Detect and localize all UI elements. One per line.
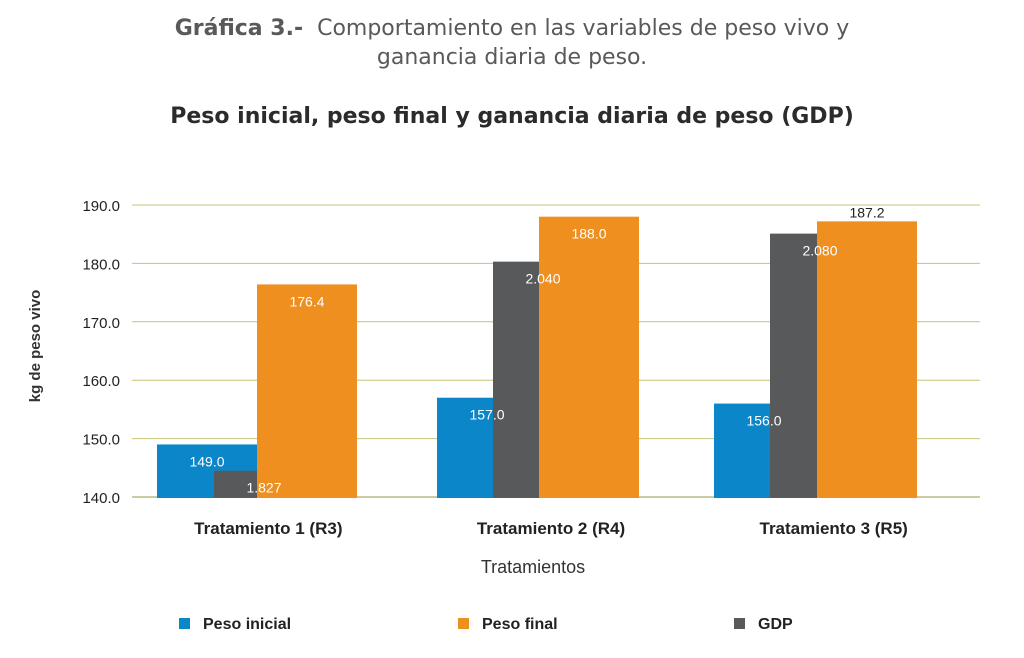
- data-label: 149.0: [189, 453, 224, 469]
- x-category-label: Tratamiento 1 (R3): [194, 519, 342, 538]
- bar-peso-final: [817, 221, 917, 499]
- data-label: 1.827: [246, 480, 281, 496]
- y-tick-label: 180.0: [82, 256, 120, 273]
- caption-line-1: Gráfica 3.- Comportamiento en las variab…: [0, 14, 1024, 43]
- data-label: 2.040: [525, 271, 560, 287]
- y-tick-label: 160.0: [82, 373, 120, 390]
- legend-label: Peso final: [482, 616, 558, 633]
- data-label: 156.0: [746, 413, 781, 429]
- legend-swatch: [734, 618, 745, 629]
- caption-text-1: Comportamiento en las variables de peso …: [317, 16, 850, 41]
- legend-label: Peso inicial: [203, 616, 291, 633]
- x-category-label: Tratamiento 3 (R5): [760, 519, 908, 538]
- x-category-label: Tratamiento 2 (R4): [477, 519, 625, 538]
- y-tick-label: 150.0: [82, 432, 120, 449]
- data-label: 157.0: [469, 407, 504, 423]
- legend-swatch: [458, 618, 469, 629]
- caption-label: Gráfica 3.-: [174, 16, 304, 41]
- y-axis-title: kg de peso vivo: [27, 290, 44, 403]
- data-label: 2.080: [802, 243, 837, 259]
- chart-title: Peso inicial, peso final y ganancia diar…: [170, 104, 854, 129]
- x-axis-title: Tratamientos: [481, 557, 585, 577]
- bar-peso-final: [257, 284, 357, 498]
- figure-caption: Gráfica 3.- Comportamiento en las variab…: [0, 14, 1024, 72]
- legend-label: GDP: [758, 616, 793, 633]
- data-label: 188.0: [571, 226, 606, 242]
- bar-peso-final: [539, 216, 639, 498]
- data-label: 176.4: [289, 293, 324, 309]
- legend-swatch: [179, 618, 190, 629]
- caption-text-2: ganancia diaria de peso.: [376, 45, 648, 70]
- y-tick-label: 190.0: [82, 198, 120, 215]
- y-tick-label: 170.0: [82, 315, 120, 332]
- y-tick-label: 140.0: [82, 490, 120, 507]
- data-label: 187.2: [849, 204, 884, 220]
